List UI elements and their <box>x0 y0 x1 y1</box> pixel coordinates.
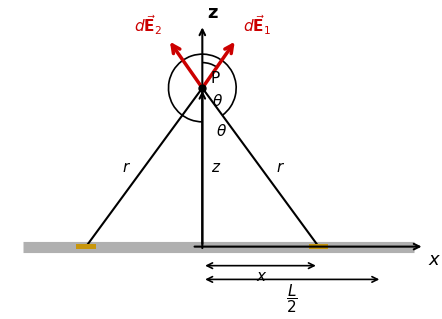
Text: $\dfrac{L}{2}$: $\dfrac{L}{2}$ <box>286 283 298 315</box>
Text: x: x <box>256 269 265 284</box>
Text: P: P <box>211 71 220 86</box>
Text: r: r <box>276 160 282 175</box>
Text: x: x <box>429 251 439 269</box>
Text: z: z <box>208 4 218 22</box>
Text: θ: θ <box>217 124 226 139</box>
Text: $d\vec{\mathbf{E}}_2$: $d\vec{\mathbf{E}}_2$ <box>134 14 162 37</box>
Bar <box>76 244 95 249</box>
Text: θ: θ <box>213 94 222 109</box>
Text: z: z <box>211 160 219 175</box>
Text: r: r <box>122 160 128 175</box>
Bar <box>309 244 328 249</box>
Text: $d\vec{\mathbf{E}}_1$: $d\vec{\mathbf{E}}_1$ <box>243 14 271 37</box>
